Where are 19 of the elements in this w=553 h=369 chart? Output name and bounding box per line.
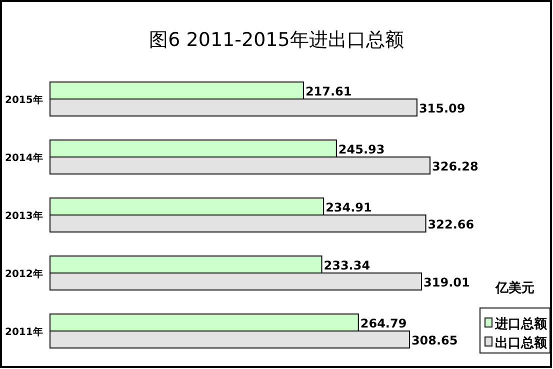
data-label: 326.28	[432, 160, 478, 174]
data-label: 233.34	[324, 258, 370, 272]
y-tick-label: 2013年	[5, 210, 43, 222]
legend-label: 进口总额	[494, 316, 548, 332]
data-label: 315.09	[418, 102, 466, 116]
chart-title: 图6 2011-2015年进出口总额	[149, 29, 404, 51]
data-label: 264.79	[360, 316, 407, 330]
y-tick-label: 2014年	[5, 152, 43, 164]
data-label: 217.61	[305, 84, 352, 98]
y-tick-label: 2015年	[5, 94, 43, 106]
data-label: 234.91	[326, 200, 372, 214]
legend-label: 出口总额	[495, 335, 548, 351]
data-label: 308.65	[411, 334, 458, 348]
legend-title: 亿美元	[494, 280, 534, 296]
data-label: 245.93	[338, 142, 385, 156]
data-label: 319.01	[424, 276, 470, 290]
y-tick-label: 2012年	[5, 268, 43, 280]
y-tick-label: 2011年	[5, 326, 43, 338]
data-label: 322.66	[428, 218, 474, 232]
